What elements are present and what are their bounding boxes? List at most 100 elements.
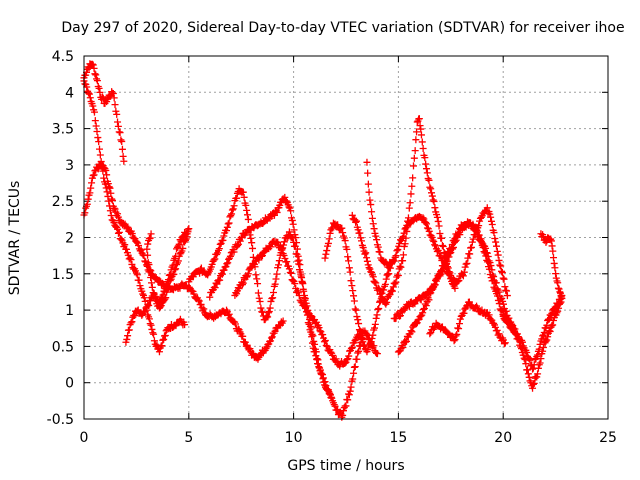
data-point [152, 295, 160, 303]
data-point [343, 356, 351, 364]
data-point [213, 250, 221, 258]
data-point [466, 250, 474, 258]
data-point [423, 224, 431, 232]
data-point [477, 235, 485, 243]
data-point [399, 251, 407, 259]
data-point [309, 332, 317, 340]
data-point [498, 294, 506, 302]
data-point [87, 184, 95, 192]
data-point [355, 326, 363, 334]
data-point [189, 273, 197, 281]
data-point [345, 352, 353, 360]
data-point [138, 311, 146, 319]
data-point [246, 345, 254, 353]
data-point [115, 228, 123, 236]
data-point [369, 331, 377, 339]
data-point [501, 339, 509, 347]
data-point [494, 251, 502, 259]
data-point [269, 289, 277, 297]
data-point [475, 231, 483, 239]
data-point [368, 214, 376, 222]
data-point [343, 245, 351, 253]
x-tick-label: 20 [494, 430, 512, 446]
data-point [406, 199, 414, 207]
data-point [161, 331, 169, 339]
y-tick-label: 1 [65, 303, 74, 319]
y-tick-label: 3.5 [52, 122, 74, 138]
data-point [257, 304, 265, 312]
data-point [482, 244, 490, 252]
data-point [275, 261, 283, 269]
data-point [320, 338, 328, 346]
data-point [106, 207, 114, 215]
data-point [544, 329, 552, 337]
data-point [385, 270, 393, 278]
data-point [227, 212, 235, 220]
data-point [194, 296, 202, 304]
data-point [536, 359, 544, 367]
data-point [369, 220, 377, 228]
data-point [373, 311, 381, 319]
data-point [362, 249, 370, 257]
data-point [545, 315, 553, 323]
data-point [396, 262, 404, 270]
data-point [492, 242, 500, 250]
data-point [225, 310, 233, 318]
data-point [265, 308, 273, 316]
data-point [321, 337, 329, 345]
data-point [354, 316, 362, 324]
data-point [254, 289, 262, 297]
data-point [287, 269, 295, 277]
data-point [338, 224, 346, 232]
data-point [229, 205, 237, 213]
data-point [272, 275, 280, 283]
data-point [487, 213, 495, 221]
data-point [383, 271, 391, 279]
data-point [172, 265, 180, 273]
data-point [382, 275, 390, 283]
data-point [407, 190, 415, 198]
data-point [286, 268, 294, 276]
data-point [255, 256, 263, 264]
data-point [215, 245, 223, 253]
data-point [243, 273, 251, 281]
data-point [250, 260, 258, 268]
y-tick-label: -0.5 [47, 412, 74, 428]
data-point [164, 282, 172, 290]
data-point [484, 253, 492, 261]
data-point [268, 294, 276, 302]
data-point [404, 223, 412, 231]
data-point [551, 264, 559, 272]
data-point [171, 266, 179, 274]
data-point [488, 266, 496, 274]
y-tick-label: 2.5 [52, 194, 74, 210]
data-point [356, 327, 364, 335]
data-point [308, 333, 316, 341]
data-point [273, 208, 281, 216]
data-point [483, 204, 491, 212]
data-point [371, 320, 379, 328]
data-point [282, 197, 290, 205]
data-point [381, 280, 389, 288]
data-point [112, 208, 120, 216]
data-point [136, 282, 144, 290]
data-point [377, 290, 385, 298]
data-point [163, 288, 171, 296]
data-point [487, 262, 495, 270]
data-point [103, 188, 111, 196]
data-point [361, 250, 369, 258]
data-point [225, 219, 233, 227]
data-point [140, 294, 148, 302]
data-point [144, 301, 152, 309]
data-point [206, 293, 214, 301]
data-point [422, 302, 430, 310]
data-point [252, 271, 260, 279]
data-point [240, 193, 248, 201]
data-point [345, 257, 353, 265]
data-point [114, 210, 122, 218]
data-point [314, 360, 322, 368]
data-point [369, 273, 377, 281]
data-point [348, 211, 356, 219]
series-track-4 [122, 225, 193, 346]
data-point [280, 238, 288, 246]
